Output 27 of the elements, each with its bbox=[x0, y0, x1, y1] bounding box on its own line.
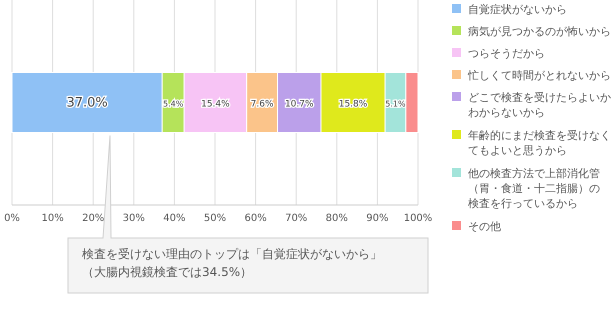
data-label: 7.6% bbox=[250, 100, 274, 110]
data-label: 37.0% bbox=[66, 96, 108, 110]
legend-label: その他 bbox=[468, 220, 501, 233]
x-tick-label: 30% bbox=[122, 213, 145, 224]
x-tick-label: 10% bbox=[41, 213, 64, 224]
x-tick-label: 50% bbox=[204, 213, 226, 224]
data-label: 15.4% bbox=[201, 100, 230, 110]
text: 検査を受けない理由のトップは「自覚症状がないから」（大腸内視鏡検査では34.5%） bbox=[82, 247, 382, 279]
x-tick-label: 20% bbox=[82, 213, 104, 224]
legend-label: つらそうだから bbox=[468, 47, 545, 60]
x-tick-label: 100% bbox=[404, 213, 432, 224]
data-label: 15.8% bbox=[338, 100, 368, 110]
data-label: 5.4% bbox=[163, 100, 184, 108]
legend-label: 他の検査方法で上部消化管（胃・食道・十二指腸）の検査を行っているから bbox=[468, 167, 600, 210]
x-tick-label: 40% bbox=[163, 213, 186, 224]
legend-label: 病気が見つかるのが怖いから bbox=[468, 25, 611, 38]
x-tick-label: 60% bbox=[244, 213, 267, 224]
data-label: 10.7% bbox=[284, 100, 314, 110]
data-label: 5.1% bbox=[385, 100, 406, 108]
legend-label: 年齢的にまだ検査を受けなくてもよいと思うから bbox=[468, 129, 611, 157]
x-tick-label: 70% bbox=[285, 213, 308, 224]
legend-label: 自覚症状がないから bbox=[468, 3, 567, 16]
x-tick-label: 0% bbox=[4, 213, 20, 224]
x-tick-label: 80% bbox=[326, 213, 348, 224]
legend-label: どこで検査を受けたらよいかわからないから bbox=[468, 91, 611, 119]
legend-label: 忙しくて時間がとれないから bbox=[467, 69, 611, 82]
x-tick-label: 90% bbox=[366, 213, 389, 224]
